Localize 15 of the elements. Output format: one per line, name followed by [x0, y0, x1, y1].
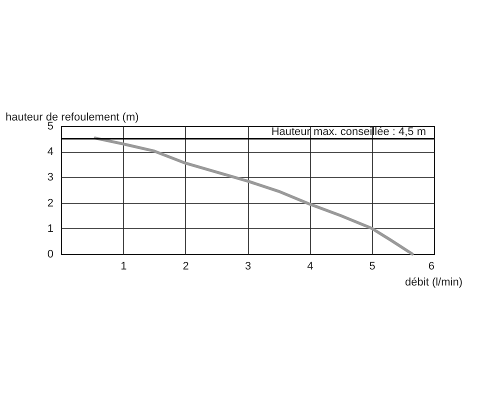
- line-series: [94, 136, 414, 256]
- x-tick-label: 2: [182, 260, 189, 272]
- x-tick-label: 1: [120, 260, 127, 272]
- y-tick-label: 4: [47, 146, 54, 158]
- x-tick-label: 3: [244, 260, 252, 272]
- y-tick-label: 0: [47, 248, 54, 260]
- x-tick-label: 5: [369, 260, 376, 272]
- x-tick-label: 4: [307, 260, 314, 272]
- y-tick-label: 2: [47, 197, 54, 210]
- y-axis-title: hauteur de refoulement (m): [6, 112, 139, 124]
- y-tick-label: 5: [47, 120, 54, 132]
- y-tick-label: 1: [47, 222, 54, 235]
- y-tick-label: 3: [47, 172, 54, 184]
- x-tick-label: 6: [428, 260, 434, 272]
- x-axis-title: débit (l/min): [405, 276, 462, 288]
